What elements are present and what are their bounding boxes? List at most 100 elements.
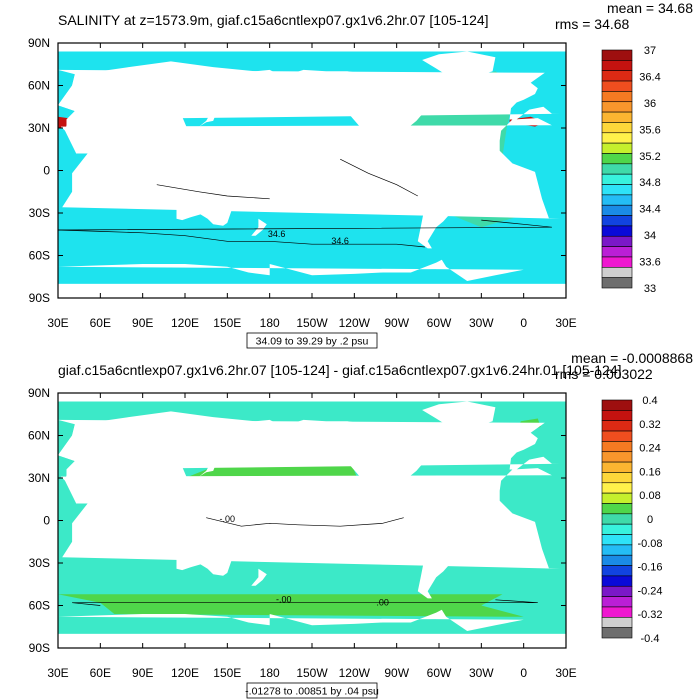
- contour-label: 34.6: [268, 229, 286, 239]
- contour-line: [206, 517, 404, 527]
- land-australia: [176, 534, 232, 576]
- contour-line: [57, 229, 425, 248]
- colorbar-box: [601, 565, 633, 577]
- land-arabia: [65, 475, 95, 504]
- contour-line: [340, 158, 418, 197]
- land-borneo: [169, 162, 184, 177]
- colorbar-box: [601, 101, 633, 113]
- x-tick-label: 120E: [171, 666, 199, 680]
- contour-line: [57, 219, 552, 231]
- colorbar-box: [601, 277, 633, 289]
- chart-title: giaf.c15a6cntlexp07.gx1v6.2hr.07 [105-12…: [58, 362, 622, 378]
- land-newguinea: [200, 521, 228, 535]
- colorbar-box: [601, 461, 633, 473]
- land-newguinea: [200, 171, 228, 185]
- colorbar-box: [601, 256, 633, 268]
- land-antarctica: [58, 259, 524, 298]
- y-tick-label: 0: [43, 514, 50, 528]
- x-tick-label: 90E: [132, 666, 153, 680]
- colorbar-box: [601, 451, 633, 463]
- colorbar-box: [601, 596, 633, 608]
- land-namerica: [286, 69, 445, 160]
- y-tick-label: 90S: [29, 641, 50, 655]
- colorbar-label: 36: [644, 98, 656, 110]
- land-namerica: [286, 419, 445, 510]
- colorbar-label: 0.08: [639, 490, 660, 502]
- x-tick-label: 60W: [427, 316, 452, 330]
- colorbar-box: [601, 266, 633, 278]
- colorbar-box: [601, 163, 633, 175]
- colorbar-label: 0: [647, 514, 653, 526]
- colorbar-box: [601, 235, 633, 247]
- colorbar-label: 34.8: [639, 177, 660, 189]
- land-uk: [515, 438, 527, 450]
- x-tick-label: 180: [260, 666, 280, 680]
- x-tick-label: 30E: [555, 316, 576, 330]
- colorbar-box: [601, 60, 633, 71]
- x-tick-label: 60E: [90, 316, 111, 330]
- colorbar-box: [601, 585, 633, 597]
- colorbar-box: [601, 420, 633, 432]
- rms-label: rms = 0.003022: [555, 366, 653, 382]
- y-tick-label: 30S: [29, 556, 50, 570]
- colorbar-label: -0.08: [637, 538, 662, 550]
- info-box: [246, 332, 378, 349]
- contour-line: [72, 599, 538, 606]
- colorbar-box: [601, 554, 633, 566]
- colorbar-box: [601, 399, 633, 411]
- land-asia: [58, 61, 284, 168]
- contour-label: -.00: [276, 595, 292, 605]
- land-borneo: [169, 512, 184, 527]
- colorbar-box: [601, 122, 633, 134]
- colorbar-label: 35.2: [639, 151, 660, 163]
- x-tick-label: 30W: [469, 316, 494, 330]
- mean-label: mean = -0.0008868: [571, 350, 693, 366]
- land-nz: [251, 218, 267, 236]
- colorbar-box: [601, 492, 633, 504]
- land-sumatra: [149, 513, 166, 529]
- colorbar-box: [601, 215, 633, 227]
- colorbar-box: [601, 153, 633, 165]
- land-madagascar: [77, 537, 87, 556]
- colorbar-box: [601, 91, 633, 103]
- y-tick-label: 60S: [29, 599, 50, 613]
- colorbar-label: 0.4: [642, 395, 657, 407]
- mean-label: mean = 34.68: [607, 0, 693, 16]
- colorbar-box: [601, 204, 633, 216]
- y-tick-label: 60N: [28, 429, 50, 443]
- x-tick-label: 30W: [469, 666, 494, 680]
- colorbar-box: [601, 544, 633, 556]
- x-tick-label: 150E: [213, 666, 241, 680]
- land-samerica: [409, 153, 475, 249]
- x-tick-label: 90E: [132, 316, 153, 330]
- colorbar-box: [601, 111, 633, 123]
- land-asia: [58, 411, 284, 518]
- colorbar-label: 0.32: [639, 419, 660, 431]
- colorbar-box: [601, 575, 633, 587]
- land-japan: [199, 456, 216, 477]
- colorbar-label: 34: [644, 230, 656, 242]
- land-iceland: [491, 77, 504, 80]
- y-tick-label: 90S: [29, 291, 50, 305]
- x-tick-label: 150W: [296, 316, 328, 330]
- colorbar-label: 35.6: [639, 124, 660, 136]
- colorbar-label: 34.4: [639, 204, 660, 216]
- x-tick-label: 150W: [296, 666, 328, 680]
- colorbar-box: [601, 441, 633, 453]
- colorbar-box: [601, 616, 633, 628]
- colorbar-label: -0.16: [637, 562, 662, 574]
- land-uk: [515, 88, 527, 100]
- colorbar-label: 33.6: [639, 257, 660, 269]
- rms-label: rms = 34.68: [555, 16, 630, 32]
- y-tick-label: 90N: [28, 36, 50, 50]
- panel-1: -.00 -.00 .00 30E 60E 90E 120E 150E 180 150W 120W 9…: [28, 350, 693, 699]
- x-tick-label: 0: [520, 316, 527, 330]
- colorbar-box: [601, 472, 633, 484]
- x-tick-label: 120W: [339, 666, 371, 680]
- colorbar-label: 0.24: [639, 443, 660, 455]
- contour-label: .00: [376, 598, 389, 608]
- colorbar-label: -0.32: [637, 609, 662, 621]
- info-box-text: -.01278 to .00851 by .04 psu: [245, 686, 379, 698]
- y-tick-label: 30N: [28, 121, 50, 135]
